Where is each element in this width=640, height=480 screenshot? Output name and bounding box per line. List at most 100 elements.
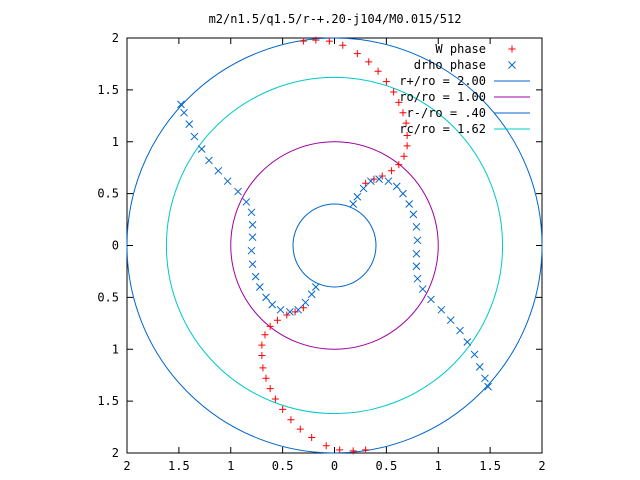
- point-0-2: [325, 37, 333, 45]
- point-1-0: [349, 200, 358, 208]
- legend-label-4: r-/ro = .40: [407, 106, 486, 120]
- series-1: [177, 100, 492, 391]
- point-1-12: [412, 249, 421, 258]
- point-1-8: [405, 200, 414, 208]
- legend-label-1: drho phase: [414, 58, 486, 72]
- point-1-18: [446, 316, 455, 325]
- point-0-23: [322, 442, 330, 450]
- y-tick-label-7: 1.5: [97, 83, 119, 97]
- point-1-10: [412, 222, 421, 231]
- point-1-46: [190, 132, 199, 141]
- point-1-11: [413, 236, 422, 245]
- point-1-7: [399, 189, 407, 198]
- x-tick-label-6: 1: [435, 459, 442, 473]
- reference-circle-3: [165, 76, 504, 415]
- data-series: [177, 36, 492, 455]
- point-1-38: [248, 220, 257, 229]
- point-1-34: [251, 272, 260, 281]
- point-1-43: [214, 166, 223, 175]
- x-tick-label-4: 0: [331, 459, 338, 473]
- point-1-20: [463, 338, 472, 346]
- point-1-3: [366, 177, 375, 186]
- point-1-16: [427, 295, 435, 304]
- point-1-2: [359, 184, 368, 193]
- chart-title: m2/n1.5/q1.5/r-+.20-j104/M0.015/512: [209, 12, 462, 26]
- point-0-36: [273, 316, 281, 324]
- point-0-3: [339, 41, 347, 49]
- reference-circle-2: [292, 203, 377, 288]
- point-1-23: [481, 374, 489, 383]
- point-0-32: [258, 351, 266, 359]
- point-0-16: [388, 167, 396, 175]
- point-1-31: [268, 300, 277, 309]
- x-tick-label-2: 1: [227, 459, 234, 473]
- y-tick-label-3: 0.5: [97, 290, 119, 304]
- y-tick-label-4: 0: [112, 239, 119, 253]
- point-1-19: [456, 326, 464, 335]
- point-1-13: [412, 262, 421, 271]
- point-0-24: [308, 433, 316, 441]
- point-0-0: [299, 37, 307, 45]
- legend-label-0: W phase: [435, 42, 486, 56]
- x-tick-label-5: 0.5: [376, 459, 398, 473]
- point-0-7: [382, 78, 390, 86]
- point-1-29: [286, 308, 294, 316]
- point-1-44: [205, 156, 213, 165]
- point-1-36: [247, 246, 256, 255]
- point-0-27: [279, 405, 287, 413]
- point-1-17: [437, 305, 446, 314]
- point-1-26: [307, 290, 316, 299]
- point-1-37: [248, 233, 257, 242]
- point-1-4: [375, 175, 383, 183]
- point-1-24: [484, 382, 492, 391]
- x-tick-label-7: 1.5: [479, 459, 501, 473]
- x-tick-label-0: 2: [123, 459, 130, 473]
- point-1-48: [180, 108, 188, 117]
- point-1-5: [384, 177, 393, 186]
- legend-label-3: ro/ro = 1.00: [399, 90, 486, 104]
- y-tick-label-6: 1: [112, 135, 119, 149]
- series-0: [258, 36, 411, 455]
- point-1-33: [255, 283, 264, 291]
- point-0-28: [271, 395, 279, 403]
- point-0-38: [291, 308, 299, 316]
- point-1-6: [392, 182, 401, 191]
- legend: W phase drho phase r+/ro = 2.00 ro/ro = 1.0…: [399, 42, 530, 136]
- point-0-39: [299, 304, 307, 312]
- point-1-28: [294, 305, 303, 314]
- point-1-42: [223, 177, 232, 186]
- point-1-9: [409, 210, 418, 219]
- point-0-18: [370, 175, 378, 183]
- point-0-10: [399, 109, 407, 117]
- point-0-4: [353, 50, 361, 58]
- point-1-21: [470, 350, 479, 359]
- point-0-13: [403, 142, 411, 150]
- point-0-35: [266, 322, 274, 330]
- point-0-33: [258, 341, 266, 349]
- reference-circle-1: [230, 141, 439, 350]
- point-1-25: [311, 283, 320, 291]
- point-0-31: [259, 364, 267, 372]
- point-1-35: [248, 260, 257, 269]
- legend-label-5: rc/ro = 1.62: [399, 122, 486, 136]
- point-0-30: [262, 374, 270, 382]
- x-tick-label-8: 2: [538, 459, 545, 473]
- point-0-15: [395, 161, 403, 169]
- point-1-41: [234, 187, 242, 196]
- point-1-15: [418, 285, 427, 293]
- point-1-22: [475, 363, 484, 371]
- point-0-14: [400, 152, 408, 160]
- point-0-11: [402, 119, 410, 127]
- point-0-1: [312, 36, 320, 44]
- legend-sample-0: [508, 45, 516, 53]
- y-tick-label-5: 0.5: [97, 187, 119, 201]
- point-1-40: [242, 198, 251, 206]
- point-1-1: [353, 192, 362, 201]
- point-1-32: [262, 293, 270, 302]
- point-1-39: [247, 208, 256, 217]
- point-1-27: [301, 298, 310, 307]
- point-1-14: [413, 274, 422, 283]
- legend-label-2: r+/ro = 2.00: [399, 74, 486, 88]
- point-0-22: [336, 446, 344, 454]
- point-0-9: [395, 98, 403, 106]
